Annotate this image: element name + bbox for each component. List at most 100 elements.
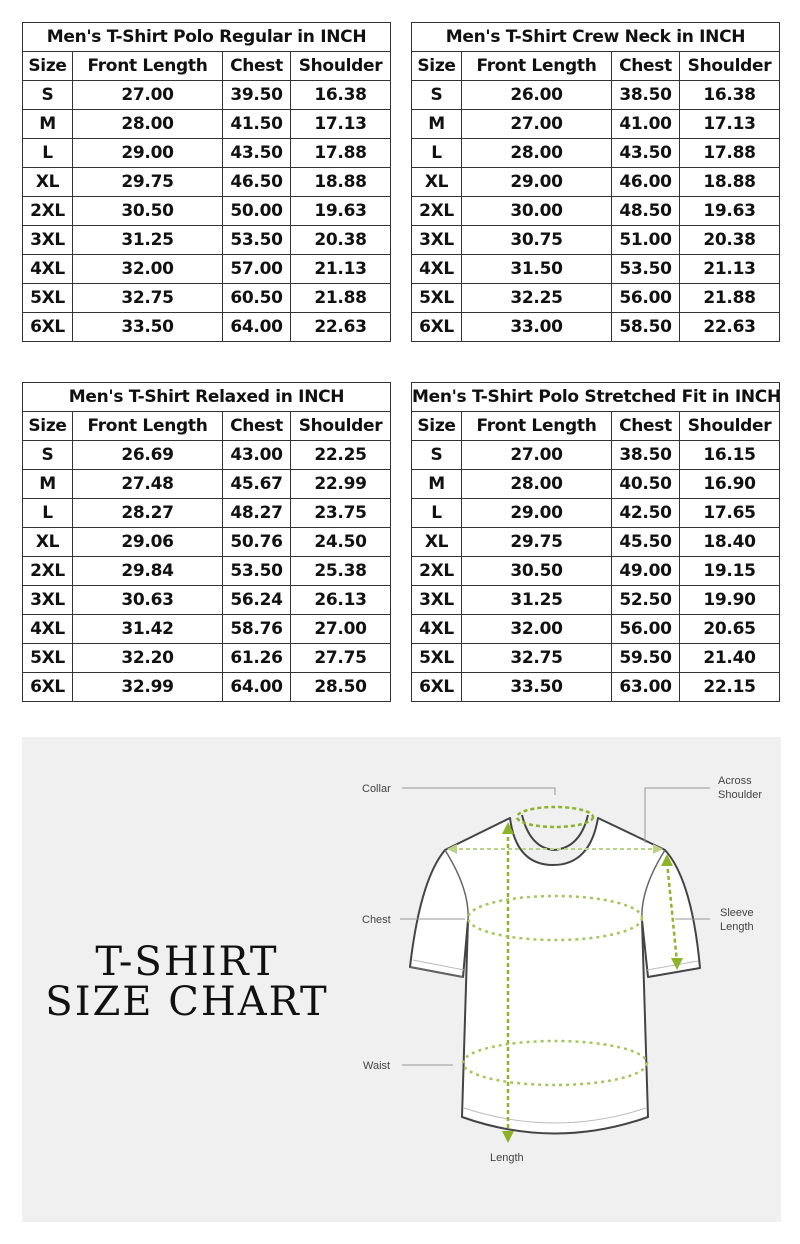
table-title: Men's T-Shirt Crew Neck in INCH	[411, 22, 780, 52]
heading-line-1: T-SHIRT	[95, 939, 279, 985]
column-header: Shoulder	[679, 51, 780, 81]
table-cell: 5XL	[411, 283, 462, 313]
measurement-guides	[452, 805, 679, 1135]
table-cell: 27.00	[289, 614, 392, 644]
table-cell: 32.25	[461, 283, 612, 313]
table-row: M 28.00 41.50 17.13	[22, 109, 392, 139]
table-cell: 64.00	[222, 312, 291, 342]
table-cell: 50.00	[222, 196, 291, 226]
table-cell: 6XL	[411, 312, 462, 342]
table-row: 6XL 33.00 58.50 22.63	[411, 312, 780, 342]
table-cell: 21.40	[678, 643, 781, 673]
table-row: 4XL 32.00 56.00 20.65	[411, 614, 781, 644]
table-row: 5XL 32.75 59.50 21.40	[411, 643, 781, 673]
table-cell: 20.65	[678, 614, 781, 644]
measurement-diagram-panel: T-SHIRT SIZE CHART	[22, 737, 781, 1222]
table-cell: 22.63	[679, 312, 780, 342]
table-cell: 45.67	[222, 469, 291, 499]
table-cell: 58.50	[611, 312, 680, 342]
tshirt-outline-icon	[409, 814, 701, 1135]
header-row: Size Front Length Chest Shoulder	[411, 411, 781, 441]
table-cell: S	[411, 80, 462, 110]
heading-line-2: SIZE CHART	[45, 979, 329, 1025]
table-cell: 22.25	[289, 440, 392, 470]
table-cell: 45.50	[611, 527, 680, 557]
table-cell: 17.65	[678, 498, 781, 528]
table-cell: 22.63	[289, 312, 392, 342]
column-header: Chest	[611, 411, 680, 441]
table-row: 2XL 30.50 49.00 19.15	[411, 556, 781, 586]
table-cell: 53.50	[611, 254, 680, 284]
table-cell: M	[411, 469, 462, 499]
table-cell: 29.75	[72, 167, 223, 197]
table-cell: 19.63	[679, 196, 780, 226]
table-cell: XL	[22, 527, 73, 557]
table-cell: 3XL	[22, 225, 73, 255]
label-across: Across	[718, 775, 752, 787]
label-chest: Chest	[362, 914, 391, 926]
table-cell: 20.38	[289, 225, 392, 255]
table-cell: 2XL	[411, 556, 462, 586]
table-row: XL 29.06 50.76 24.50	[22, 527, 392, 557]
table-cell: 33.00	[461, 312, 612, 342]
table-cell: 43.50	[611, 138, 680, 168]
column-header: Front Length	[72, 411, 223, 441]
table-cell: 33.50	[461, 672, 612, 702]
table-cell: 22.15	[678, 672, 781, 702]
table-row: 4XL 32.00 57.00 21.13	[22, 254, 392, 284]
table-cell: 28.27	[72, 498, 223, 528]
column-header: Shoulder	[289, 51, 392, 81]
table-cell: 29.00	[461, 498, 612, 528]
table-cell: 32.00	[72, 254, 223, 284]
table-cell: 2XL	[22, 556, 73, 586]
table-cell: 22.99	[289, 469, 392, 499]
table-cell: 56.24	[222, 585, 291, 615]
table-cell: 5XL	[411, 643, 462, 673]
table-row: XL 29.00 46.00 18.88	[411, 167, 780, 197]
table-row: 5XL 32.25 56.00 21.88	[411, 283, 780, 313]
table-row: M 27.00 41.00 17.13	[411, 109, 780, 139]
table-cell: 58.76	[222, 614, 291, 644]
table-cell: 32.00	[461, 614, 612, 644]
table-row: S 26.69 43.00 22.25	[22, 440, 392, 470]
table-cell: 6XL	[22, 312, 73, 342]
table-cell: 46.00	[611, 167, 680, 197]
table-cell: 31.42	[72, 614, 223, 644]
table-cell: 16.38	[289, 80, 392, 110]
table-cell: 26.69	[72, 440, 223, 470]
table-cell: 28.00	[72, 109, 223, 139]
label-sleeve: Sleeve	[720, 907, 754, 919]
table-row: S 27.00 38.50 16.15	[411, 440, 781, 470]
table-cell: 51.00	[611, 225, 680, 255]
table-cell: 27.00	[72, 80, 223, 110]
table-cell: 31.25	[72, 225, 223, 255]
table-row: S 27.00 39.50 16.38	[22, 80, 392, 110]
table-title: Men's T-Shirt Relaxed in INCH	[21, 382, 392, 412]
table-cell: 19.90	[678, 585, 781, 615]
table-row: 3XL 30.75 51.00 20.38	[411, 225, 780, 255]
column-header: Chest	[222, 51, 291, 81]
table-cell: 4XL	[22, 254, 73, 284]
table-cell: 21.13	[679, 254, 780, 284]
table-cell: 43.50	[222, 138, 291, 168]
table-cell: L	[411, 138, 462, 168]
table-cell: 2XL	[411, 196, 462, 226]
table-cell: 23.75	[289, 498, 392, 528]
table-cell: 38.50	[611, 440, 680, 470]
table-cell: 48.27	[222, 498, 291, 528]
table-cell: 28.50	[289, 672, 392, 702]
table-cell: 24.50	[289, 527, 392, 557]
table-cell: 39.50	[222, 80, 291, 110]
table-cell: 30.00	[461, 196, 612, 226]
table-cell: 63.00	[611, 672, 680, 702]
table-cell: 16.15	[678, 440, 781, 470]
table-cell: 32.75	[461, 643, 612, 673]
table-cell: 2XL	[22, 196, 73, 226]
column-header: Front Length	[461, 51, 612, 81]
label-shoulder: Shoulder	[718, 789, 762, 801]
table-row: 6XL 33.50 64.00 22.63	[22, 312, 392, 342]
table-cell: 29.00	[461, 167, 612, 197]
table-row: 2XL 29.84 53.50 25.38	[22, 556, 392, 586]
table-row: M 28.00 40.50 16.90	[411, 469, 781, 499]
